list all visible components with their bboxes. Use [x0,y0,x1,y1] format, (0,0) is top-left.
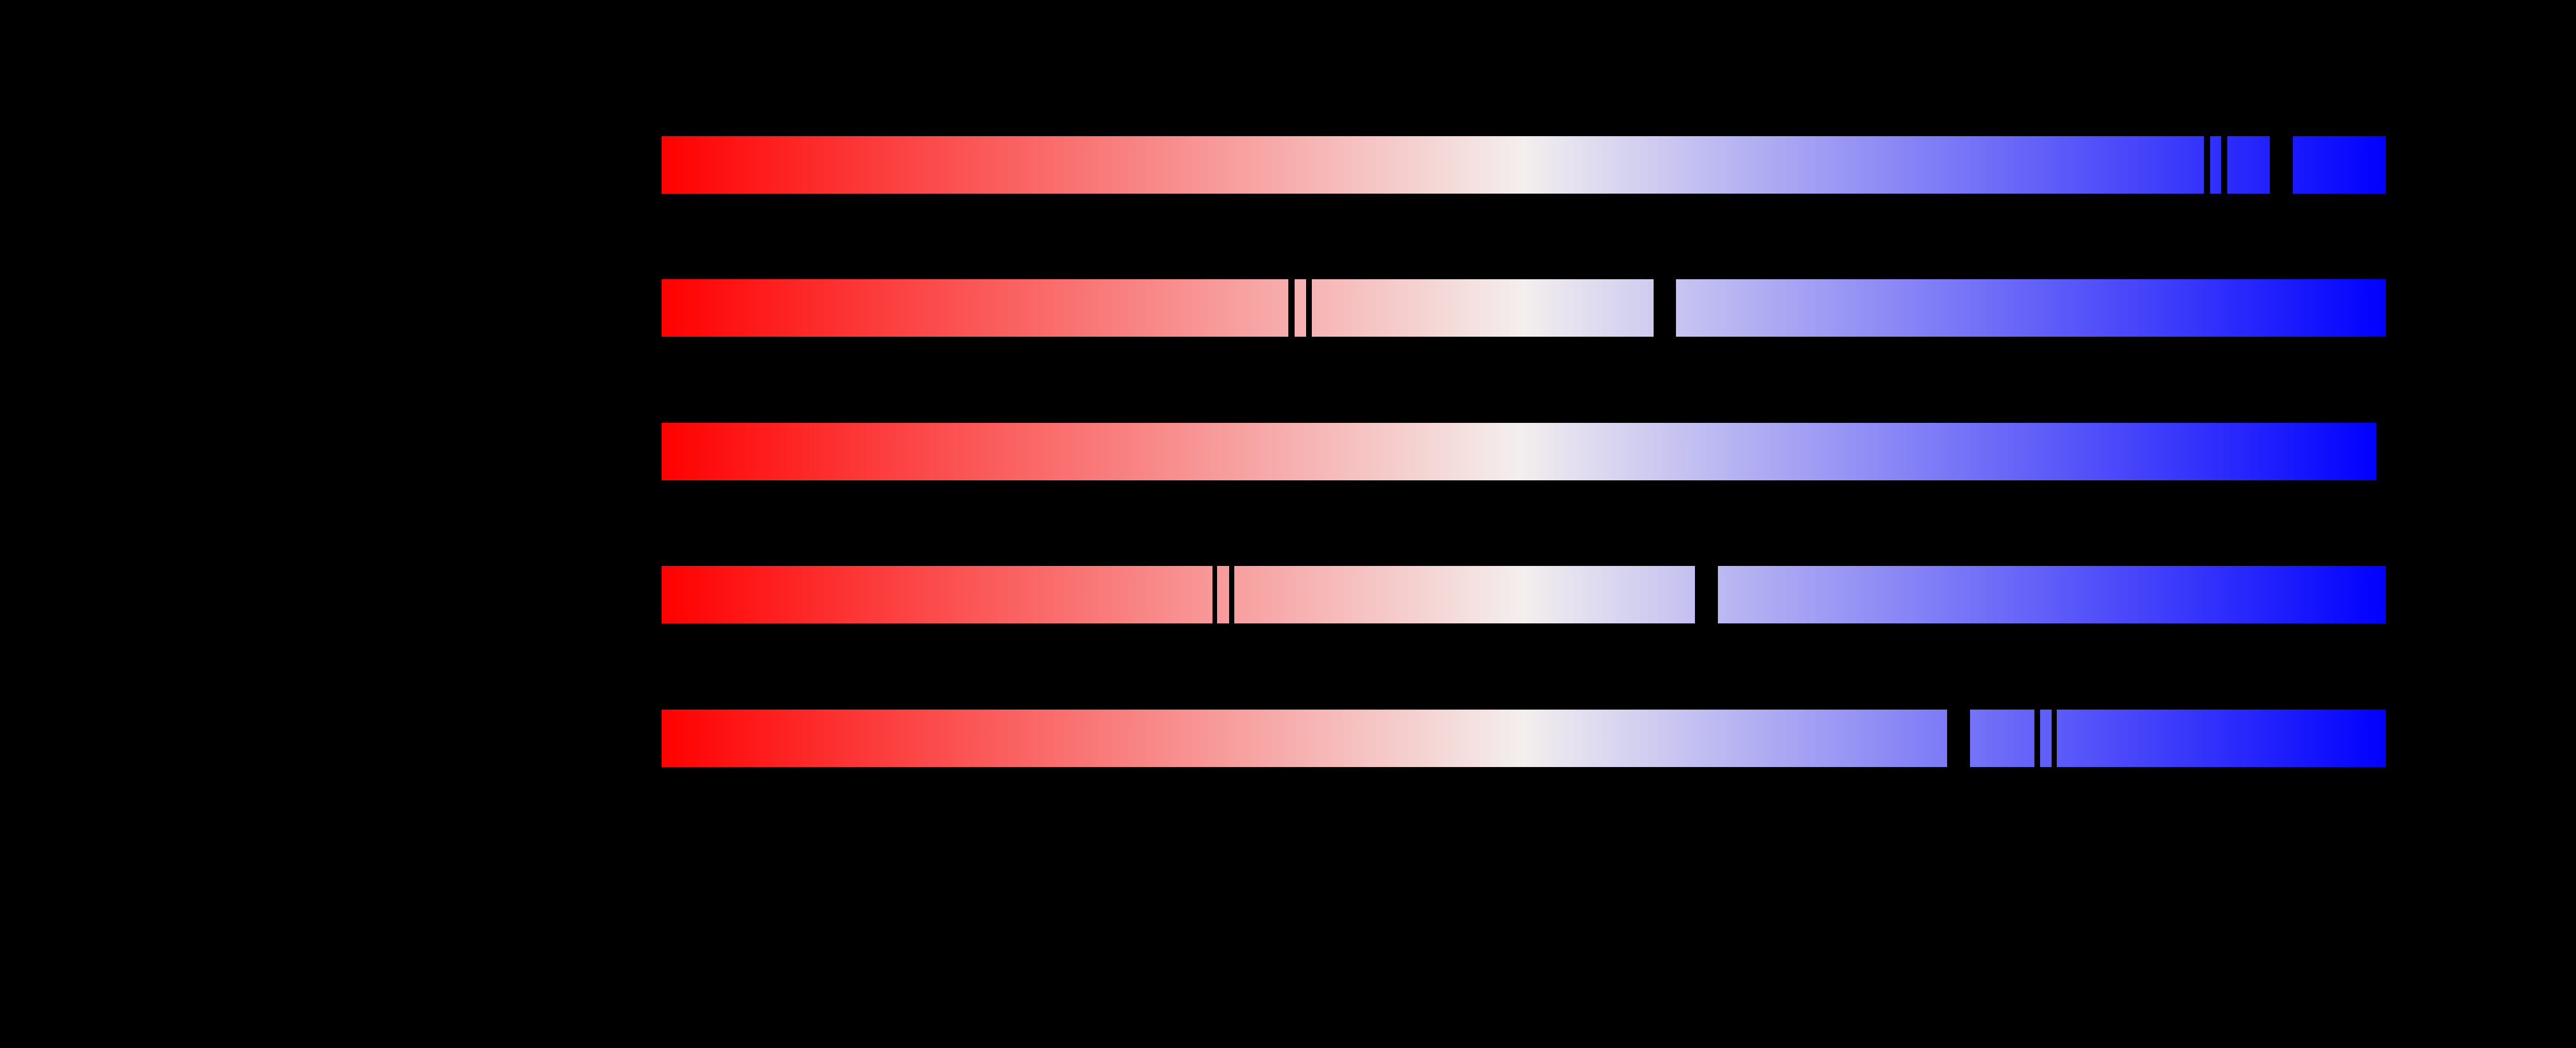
bar-1-segment-2 [2210,136,2221,194]
bar-2-segment-1 [662,279,1288,337]
bar-1-segment-1 [662,136,2204,194]
bar-5-segment-1 [662,710,1947,767]
bar-2-segment-2 [1295,279,1306,337]
bar-1-segment-3 [2227,136,2270,194]
bar-1-segment-4 [2293,136,2386,194]
bar-4-segment-3 [1234,566,1695,623]
bar-5-segment-3 [2040,710,2052,767]
bar-2-segment-3 [1312,279,1654,337]
bar-5-segment-4 [2057,710,2386,767]
bar-5-segment-2 [1970,710,2034,767]
bar-2-segment-4 [1676,279,2386,337]
bar-3-segment-1 [662,423,2376,480]
bar-4-segment-2 [1217,566,1229,623]
bar-4-segment-1 [662,566,1212,623]
bar-4-segment-4 [1718,566,2386,623]
